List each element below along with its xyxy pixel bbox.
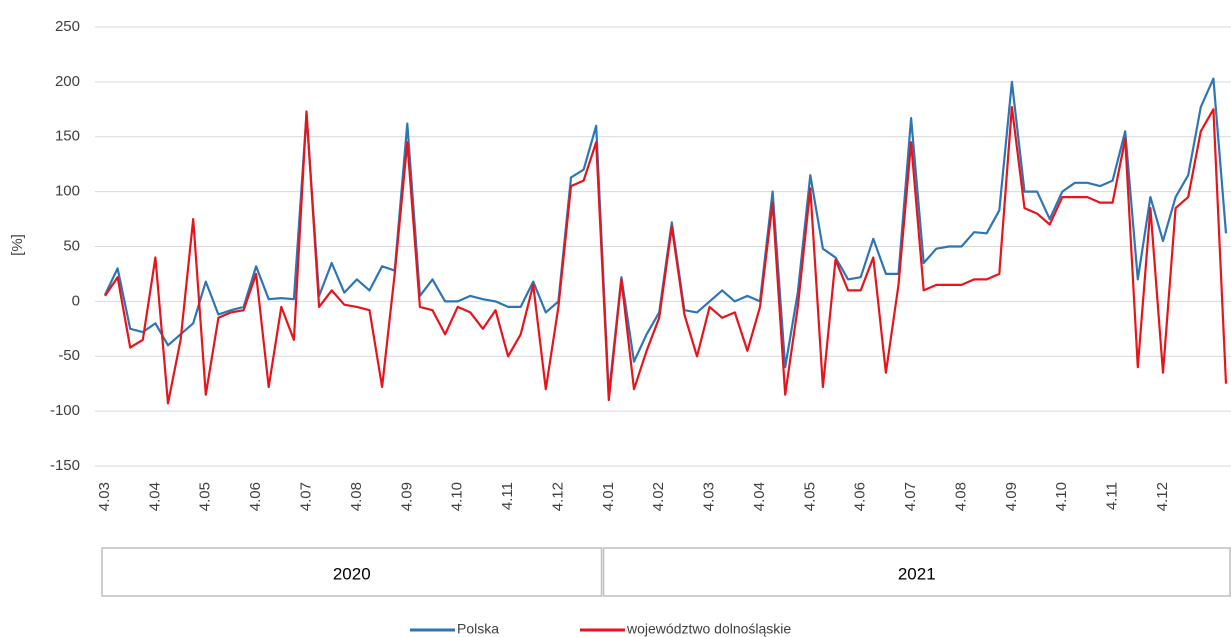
x-tick-label: 4.07 <box>902 482 919 511</box>
year-group-box <box>101 547 603 597</box>
y-tick-label: 200 <box>55 73 80 90</box>
y-tick-label: 100 <box>55 183 80 200</box>
y-tick-label: 150 <box>55 128 80 145</box>
x-tick-label: 4.01 <box>600 482 617 511</box>
legend-label: województwo dolnośląskie <box>626 621 791 637</box>
x-tick-label: 4.03 <box>701 482 718 511</box>
year-group-label: 2021 <box>898 564 936 583</box>
y-tick-label: -50 <box>58 347 80 364</box>
x-tick-label: 4.10 <box>1053 482 1070 511</box>
x-tick-label: 4.10 <box>449 482 466 511</box>
x-tick-label: 4.08 <box>952 482 969 511</box>
x-tick-label: 4.08 <box>348 482 365 511</box>
x-tick-label: 4.05 <box>801 482 818 511</box>
x-tick-label: 4.05 <box>197 482 214 511</box>
x-tick-label: 4.09 <box>1003 482 1020 511</box>
x-tick-label: 4.11 <box>1104 482 1121 510</box>
x-tick-label: 4.12 <box>549 482 566 511</box>
year-group-label: 2020 <box>333 564 371 583</box>
x-tick-label: 4.04 <box>146 482 163 511</box>
y-tick-label: 50 <box>63 237 80 254</box>
legend-label: Polska <box>457 621 499 637</box>
x-tick-label: 4.06 <box>247 482 264 511</box>
x-tick-label: 4.04 <box>751 482 768 511</box>
y-tick-label: -100 <box>50 402 80 419</box>
x-tick-label: 4.02 <box>650 482 667 511</box>
x-tick-label: 4.11 <box>499 482 516 510</box>
x-tick-label: 4.09 <box>398 482 415 511</box>
series-line <box>104 77 1228 396</box>
y-tick-label: 250 <box>55 18 80 35</box>
y-axis-label: [%] <box>9 234 26 256</box>
series-line <box>104 106 1228 405</box>
y-tick-label: 0 <box>72 292 80 309</box>
year-group-box <box>602 547 1231 597</box>
x-tick-label: 4.07 <box>297 482 314 511</box>
x-tick-label: 4.06 <box>852 482 869 511</box>
y-tick-label: -150 <box>50 457 80 474</box>
x-tick-label: 4.03 <box>96 482 113 511</box>
x-tick-label: 4.12 <box>1154 482 1171 511</box>
